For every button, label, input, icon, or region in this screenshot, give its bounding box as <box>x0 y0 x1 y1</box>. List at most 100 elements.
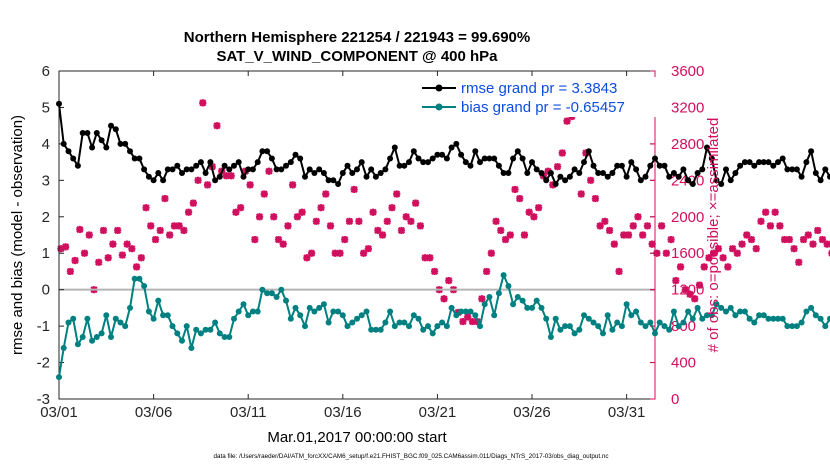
rmse-point <box>112 126 119 133</box>
bias-point <box>789 323 796 330</box>
obs-assimilated-marker <box>331 249 339 257</box>
obs-assimilated-marker <box>624 231 633 239</box>
bias-point <box>145 308 152 315</box>
obs-assimilated-marker <box>464 313 472 321</box>
rmse-point <box>713 177 720 184</box>
obs-assimilated-marker <box>303 254 311 262</box>
obs-assimilated-marker <box>185 208 193 216</box>
rmse-point <box>297 155 304 162</box>
rmse-point <box>585 148 592 155</box>
rmse-point <box>770 162 777 169</box>
rmse-point <box>798 173 805 180</box>
obs-assimilated-marker <box>407 217 415 225</box>
obs-assimilated-marker <box>468 317 477 326</box>
bias-point <box>56 374 62 381</box>
right-y-tick-label: 3200 <box>671 99 704 116</box>
bias-point <box>70 315 77 322</box>
bias-point <box>462 308 469 315</box>
obs-assimilated-marker <box>421 254 429 262</box>
rmse-point <box>231 162 237 169</box>
obs-assimilated-marker <box>241 167 249 175</box>
bias-point <box>477 323 483 330</box>
obs-assimilated-marker <box>393 190 401 198</box>
obs-assimilated-marker <box>691 295 699 303</box>
x-tick-label: 03/11 <box>230 404 266 421</box>
bias-point <box>595 323 602 330</box>
obs-assimilated-marker <box>686 290 694 298</box>
right-y-tick-label: 2800 <box>671 136 704 153</box>
bias-point <box>401 319 408 326</box>
obs-assimilated-marker <box>582 149 590 157</box>
bias-point <box>770 315 777 322</box>
rmse-point <box>500 170 507 176</box>
obs-assimilated-marker <box>525 208 533 216</box>
rmse-point <box>425 159 431 166</box>
bias-point <box>406 323 412 330</box>
rmse-point <box>822 166 829 173</box>
bias-point <box>543 315 550 322</box>
obs-assimilated-marker <box>114 226 122 235</box>
bias-point <box>368 326 375 333</box>
rmse-point <box>443 155 450 162</box>
chart-title-line2: SAT_V_WIND_COMPONENT @ 400 hPa <box>216 48 498 65</box>
bias-point <box>344 323 351 330</box>
obs-assimilated-marker <box>66 267 74 276</box>
bias-point <box>98 330 105 337</box>
bias-point <box>741 308 748 315</box>
bias-point <box>481 301 488 308</box>
rmse-point <box>216 173 223 180</box>
obs-assimilated-marker <box>743 231 751 239</box>
rmse-point <box>249 166 256 173</box>
rmse-point <box>302 173 308 180</box>
bias-point <box>212 319 219 326</box>
obs-assimilated-marker <box>714 245 722 253</box>
rmse-point <box>245 166 252 173</box>
bias-point <box>354 315 360 322</box>
obs-assimilated-marker <box>809 240 817 248</box>
obs-assimilated-marker <box>222 172 231 180</box>
left-y-tick-label: -3 <box>37 391 50 408</box>
obs-assimilated-marker <box>445 276 453 285</box>
obs-assimilated-marker <box>397 226 406 235</box>
obs-assimilated-marker <box>506 231 514 239</box>
obs-assimilated-marker <box>345 217 354 225</box>
bias-point <box>155 297 162 304</box>
bias-point <box>670 308 677 315</box>
bias-point <box>202 326 209 333</box>
bias-point <box>231 315 237 322</box>
obs-assimilated-marker <box>667 235 675 244</box>
rmse-point <box>618 162 625 169</box>
bias-point <box>283 297 289 304</box>
bias-point <box>391 323 398 330</box>
obs-assimilated-marker <box>156 226 164 235</box>
obs-assimilated-marker <box>563 117 571 125</box>
bias-point <box>363 308 370 315</box>
rmse-point <box>723 166 729 173</box>
bias-point <box>581 312 587 319</box>
obs-assimilated-marker <box>199 99 207 107</box>
obs-assimilated-marker <box>213 122 221 130</box>
bias-point <box>131 275 138 282</box>
right-y-tick-label: 1200 <box>671 282 704 299</box>
rmse-point <box>377 170 384 176</box>
obs-assimilated-marker <box>104 254 112 262</box>
rmse-point <box>278 166 285 173</box>
obs-assimilated-marker <box>270 213 278 221</box>
rmse-point <box>70 155 77 162</box>
bias-point <box>746 315 753 322</box>
obs-assimilated-marker <box>336 249 344 257</box>
obs-assimilated-marker <box>142 204 150 212</box>
bias-point <box>240 301 247 308</box>
rmse-point <box>368 166 375 173</box>
obs-assimilated-marker <box>785 235 793 244</box>
rmse-point <box>56 100 62 107</box>
bias-point <box>278 286 285 293</box>
obs-assimilated-marker <box>369 208 377 216</box>
obs-assimilated-marker <box>237 204 245 212</box>
rmse-point <box>543 177 550 184</box>
rmse-point <box>235 159 242 166</box>
rmse-point <box>510 155 517 162</box>
obs-assimilated-marker <box>634 213 642 221</box>
rmse-point <box>292 151 299 158</box>
obs-assimilated-marker <box>246 181 254 189</box>
